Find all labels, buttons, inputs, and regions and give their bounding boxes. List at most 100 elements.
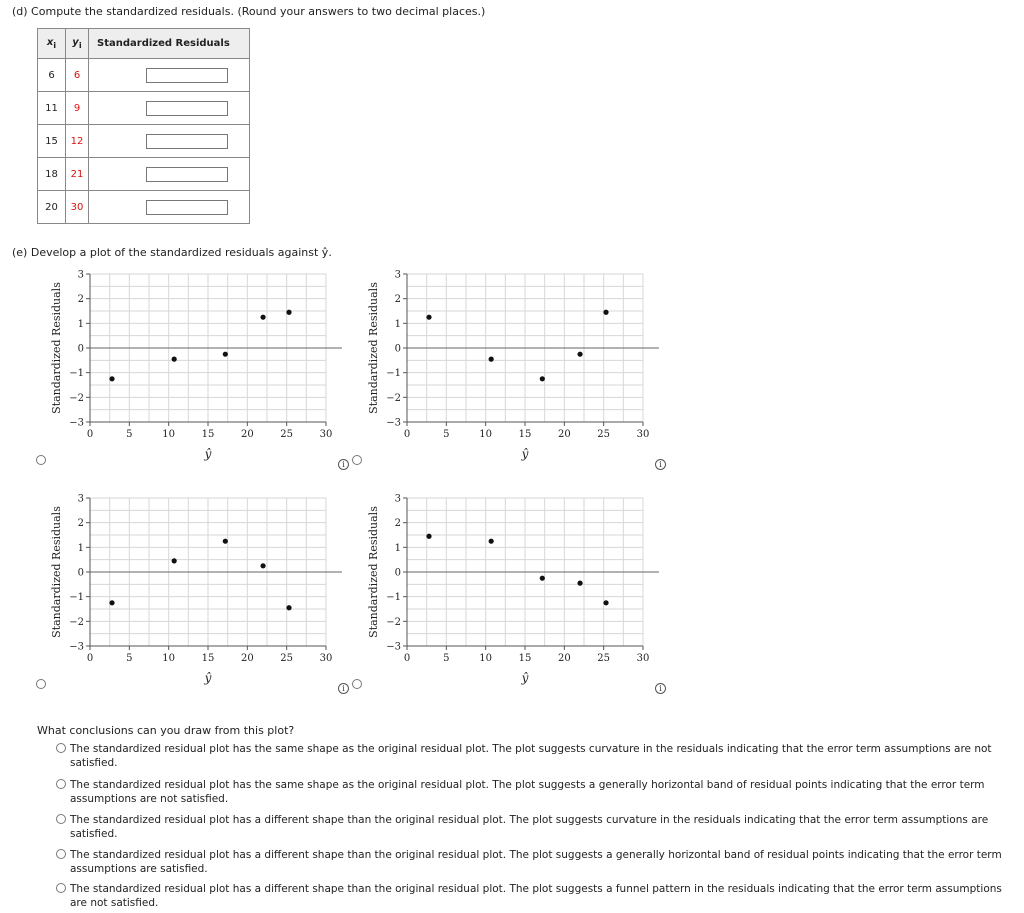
std-residual-input-1[interactable] xyxy=(146,67,228,83)
conclusion-option-5-radio[interactable] xyxy=(56,883,66,893)
x-tick-label: 15 xyxy=(519,429,532,440)
data-point xyxy=(109,600,115,606)
data-point xyxy=(539,376,545,382)
table-row: 11 9 xyxy=(37,91,250,125)
data-point xyxy=(109,376,115,382)
header-x: xi xyxy=(37,28,66,59)
info-icon[interactable]: i xyxy=(655,459,666,470)
y-tick-label: 3 xyxy=(78,270,84,281)
x-tick-label: 25 xyxy=(280,429,293,440)
part-d-prompt: (d) Compute the standardized residuals. … xyxy=(12,5,486,18)
x-tick-label: 15 xyxy=(202,653,215,664)
std-residual-input-3[interactable] xyxy=(146,133,228,149)
x-tick-label: 30 xyxy=(320,653,333,664)
x-axis-label: ŷ xyxy=(521,447,529,461)
y-tick-label: 0 xyxy=(395,344,401,355)
x-tick-label: 25 xyxy=(597,429,610,440)
y-value: 21 xyxy=(65,157,89,191)
y-tick-label: −2 xyxy=(386,393,401,404)
x-tick-label: 10 xyxy=(479,653,492,664)
x-tick-label: 25 xyxy=(280,653,293,664)
y-tick-label: 1 xyxy=(395,319,401,330)
part-e-prompt: (e) Develop a plot of the standardized r… xyxy=(12,246,332,259)
info-icon[interactable]: i xyxy=(338,459,349,470)
x-tick-label: 20 xyxy=(241,653,254,664)
y-value: 12 xyxy=(65,124,89,158)
y-tick-label: 0 xyxy=(78,344,84,355)
conclusion-option-3-radio[interactable] xyxy=(56,814,66,824)
conclusion-option-4-text: The standardized residual plot has a dif… xyxy=(70,849,1002,875)
x-value: 20 xyxy=(37,190,66,224)
conclusion-option-4-radio[interactable] xyxy=(56,849,66,859)
residuals-table: xi yi Standardized Residuals 6 6 11 9 15… xyxy=(37,28,250,224)
plot-option-2-radio[interactable] xyxy=(352,455,362,465)
x-tick-label: 5 xyxy=(443,653,449,664)
std-residual-input-2[interactable] xyxy=(146,100,228,116)
data-point xyxy=(577,580,583,586)
data-point xyxy=(222,538,228,544)
y-tick-label: 2 xyxy=(395,518,401,529)
y-axis-label: Standardized Residuals xyxy=(367,506,380,638)
info-icon[interactable]: i xyxy=(338,683,349,694)
y-tick-label: 2 xyxy=(395,294,401,305)
y-value: 30 xyxy=(65,190,89,224)
y-tick-label: 1 xyxy=(78,543,84,554)
plot-option-1-radio[interactable] xyxy=(36,455,46,465)
header-y: yi xyxy=(65,28,89,59)
y-tick-label: −1 xyxy=(386,368,401,379)
conclusion-option-5-text: The standardized residual plot has a dif… xyxy=(70,883,1002,909)
x-tick-label: 25 xyxy=(597,653,610,664)
data-point xyxy=(488,538,494,544)
plot-option-3-radio[interactable] xyxy=(36,679,46,689)
y-tick-label: −3 xyxy=(69,418,84,429)
x-value: 18 xyxy=(37,157,66,191)
data-point xyxy=(171,356,177,362)
y-tick-label: 3 xyxy=(395,494,401,505)
data-point xyxy=(171,558,177,564)
data-point xyxy=(222,351,228,357)
y-tick-label: 0 xyxy=(395,568,401,579)
data-point xyxy=(426,314,432,320)
data-point xyxy=(260,314,266,320)
y-tick-label: 3 xyxy=(78,494,84,505)
y-tick-label: 2 xyxy=(78,518,84,529)
conclusion-option-2-radio[interactable] xyxy=(56,779,66,789)
x-tick-label: 5 xyxy=(126,653,132,664)
x-tick-label: 10 xyxy=(162,429,175,440)
conclusion-option-1-radio[interactable] xyxy=(56,743,66,753)
std-residual-input-5[interactable] xyxy=(146,199,228,215)
y-tick-label: −3 xyxy=(386,418,401,429)
std-residual-input-4[interactable] xyxy=(146,166,228,182)
table-row: 18 21 xyxy=(37,157,250,191)
table-row: 15 12 xyxy=(37,124,250,158)
table-row: 20 30 xyxy=(37,190,250,224)
y-tick-label: −3 xyxy=(69,642,84,653)
y-tick-label: −2 xyxy=(69,393,84,404)
info-icon[interactable]: i xyxy=(655,683,666,694)
conclusion-option-3-text: The standardized residual plot has a dif… xyxy=(70,814,989,840)
y-value: 6 xyxy=(65,58,89,92)
x-tick-label: 15 xyxy=(519,653,532,664)
data-point xyxy=(577,351,583,357)
x-tick-label: 30 xyxy=(320,429,333,440)
y-tick-label: −1 xyxy=(386,592,401,603)
header-standardized-residuals: Standardized Residuals xyxy=(88,28,250,59)
x-tick-label: 15 xyxy=(202,429,215,440)
table-header-row: xi yi Standardized Residuals xyxy=(37,28,250,59)
conclusion-question: What conclusions can you draw from this … xyxy=(37,724,295,737)
x-tick-label: 10 xyxy=(479,429,492,440)
x-tick-label: 0 xyxy=(404,429,410,440)
x-tick-label: 0 xyxy=(404,653,410,664)
y-tick-label: 0 xyxy=(78,568,84,579)
conclusion-option-1-text: The standardized residual plot has the s… xyxy=(70,743,992,769)
x-tick-label: 20 xyxy=(558,653,571,664)
x-axis-label: ŷ xyxy=(204,447,212,461)
plot-option-4-radio[interactable] xyxy=(352,679,362,689)
x-tick-label: 0 xyxy=(87,429,93,440)
data-point xyxy=(488,356,494,362)
x-tick-label: 30 xyxy=(637,653,650,664)
y-axis-label: Standardized Residuals xyxy=(367,282,380,414)
data-point xyxy=(286,309,292,315)
x-tick-label: 5 xyxy=(443,429,449,440)
